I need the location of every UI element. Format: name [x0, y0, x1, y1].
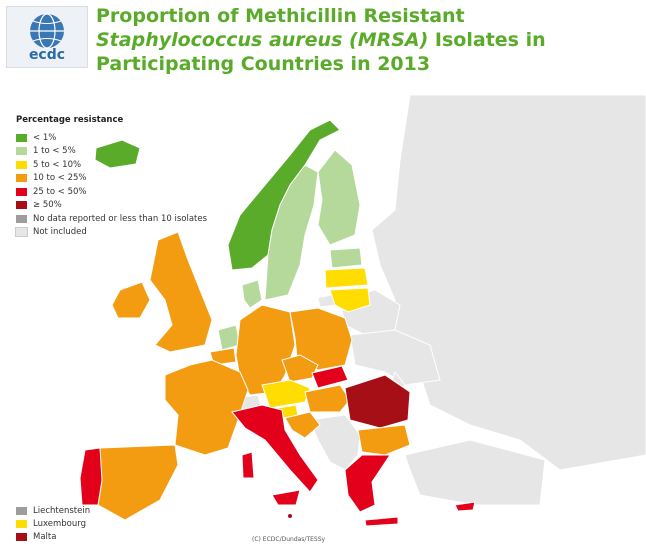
country-sardinia	[241, 451, 255, 479]
country-bulgaria	[357, 424, 411, 456]
country-finland	[317, 149, 361, 246]
legend-swatch	[16, 133, 27, 142]
legend-swatch	[16, 147, 27, 156]
country-slovakia	[311, 365, 349, 389]
legend-swatch	[16, 214, 27, 223]
small-state-item: Malta	[16, 531, 90, 542]
ecdc-logo: ecdc	[6, 6, 88, 68]
country-latvia	[324, 267, 369, 289]
legend-swatch	[16, 187, 27, 196]
small-state-item: Liechtenstein	[16, 505, 90, 516]
map-credit: (C) ECDC/Dundas/TESSy	[252, 536, 326, 543]
ecdc-globe-icon: ecdc	[29, 13, 65, 63]
legend-swatch	[16, 519, 27, 528]
country-united-kingdom	[149, 231, 213, 353]
country-italy	[231, 404, 319, 493]
country-western-balkans	[309, 414, 361, 471]
country-ukraine	[349, 329, 441, 386]
legend-item: No data reported or less than 10 isolate…	[16, 213, 207, 225]
page-title: Proportion of Methicillin Resistant Stap…	[96, 5, 546, 75]
map-legend: Percentage resistance < 1% 1 to < 5% 5 t…	[15, 115, 207, 240]
europe-map	[79, 95, 646, 527]
country-france	[164, 359, 249, 456]
country-hungary	[304, 384, 351, 413]
legend-swatch	[16, 160, 27, 169]
country-spain	[94, 444, 179, 521]
country-denmark	[241, 279, 263, 309]
country-cyprus	[454, 501, 476, 512]
legend-item: < 1%	[16, 132, 207, 144]
country-romania	[344, 374, 411, 429]
country-estonia	[329, 247, 363, 269]
country-sicily	[271, 489, 301, 506]
legend-item: 10 to < 25%	[16, 173, 207, 185]
country-sweden	[264, 164, 319, 301]
legend-item: 5 to < 10%	[16, 159, 207, 171]
legend-swatch	[16, 506, 27, 515]
legend-item: Not included	[15, 227, 207, 239]
country-iceland	[94, 139, 141, 169]
legend-item: ≥ 50%	[16, 200, 207, 212]
country-ireland	[111, 281, 151, 319]
country-portugal	[79, 447, 103, 506]
country-crete	[364, 516, 399, 527]
country-croatia	[284, 411, 321, 439]
logo-text: ecdc	[29, 47, 65, 63]
country-greece	[344, 454, 391, 513]
legend-title: Percentage resistance	[16, 115, 124, 125]
country-poland	[289, 307, 353, 371]
country-turkey	[404, 439, 546, 506]
country-czech-republic	[281, 354, 319, 383]
legend-item: 25 to < 50%	[16, 186, 207, 198]
legend-item: 1 to < 5%	[16, 146, 207, 158]
country-austria	[261, 379, 311, 409]
legend-swatch	[16, 174, 27, 183]
small-state-item: Luxembourg	[16, 518, 90, 529]
country-malta	[288, 514, 292, 518]
legend-swatch	[16, 201, 27, 210]
legend-swatch	[16, 532, 27, 541]
legend-swatch	[15, 227, 28, 238]
country-lithuania	[329, 287, 371, 313]
country-russia-east	[371, 95, 646, 471]
small-states-legend: Liechtenstein Luxembourg Malta	[16, 505, 90, 544]
